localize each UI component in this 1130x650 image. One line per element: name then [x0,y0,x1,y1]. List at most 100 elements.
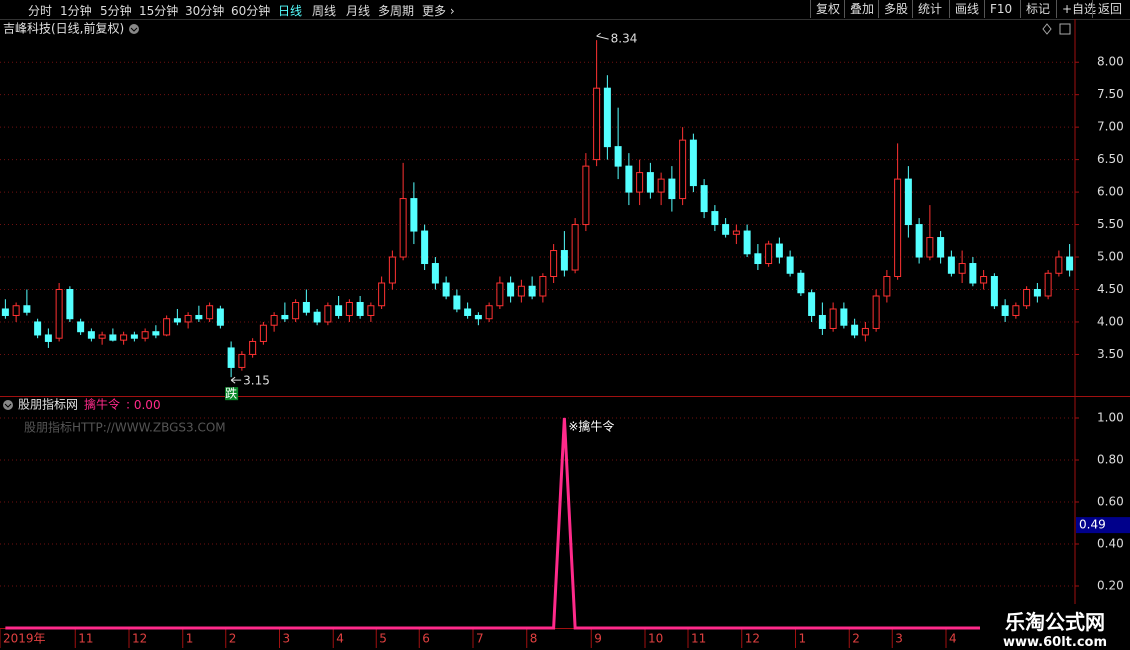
x-tick-label: 1 [799,632,807,646]
x-tick-label: 2 [852,632,860,646]
toolbar-button[interactable]: 标记 [1020,0,1055,18]
candle-body [582,165,590,226]
candle-body [120,334,128,341]
candle-body [66,288,74,320]
candle-body [270,314,278,326]
dropdown-arrow [130,27,138,32]
candle-body [23,305,31,313]
x-tick-label: 4 [949,632,957,646]
candle-body [808,292,816,316]
candle-body [829,308,837,329]
period-tab[interactable]: 更多 › [422,4,455,18]
panel-icon [1059,23,1071,35]
toolbar-button[interactable]: 复权 [810,0,845,18]
candle-body [388,256,396,284]
y-tick-label: 6.50 [1097,152,1124,166]
period-tab[interactable]: 日线 [278,4,303,18]
candle-body [861,327,869,336]
low-marker-box [225,387,239,401]
candle-body [378,282,386,307]
candle-body [474,314,482,320]
period-tab[interactable]: 周线 [312,4,337,18]
candle-body [1044,272,1052,297]
candle-body [399,198,407,258]
candle-body [851,324,859,336]
toolbar-button[interactable]: 返回 [1092,0,1127,18]
candle-body [593,87,601,161]
x-tick-label: 10 [648,632,663,646]
toolbar-button[interactable]: 统计 [912,0,947,18]
candle-body [238,353,246,368]
candle-body [464,308,472,316]
candle-body [797,272,805,294]
candle-body [281,314,289,320]
period-tab[interactable]: 15分钟 [139,4,179,18]
toolbar-button[interactable]: 叠加 [844,0,879,18]
candle-body [195,314,203,320]
candle-body [915,224,923,258]
chart-title: 吉峰科技(日线,前复权) [3,21,124,36]
y-tick-label: 5.50 [1097,217,1124,231]
dropdown-icon [3,400,13,410]
indicator-site: 股朋指标网 [18,397,78,412]
y-tick-label: 0.40 [1097,537,1124,551]
candle-body [173,318,181,323]
candle-body [1055,256,1063,274]
x-tick-label: 12 [745,632,760,646]
candle-body [743,230,751,255]
candle-body [969,263,977,284]
candle-body [367,305,375,316]
x-tick-label: 9 [594,632,602,646]
x-tick-label: 2 [229,632,237,646]
candle-body [421,230,429,265]
candle-body [442,282,450,297]
x-tick-label: 4 [336,632,344,646]
x-tick-label: 12 [132,632,147,646]
period-tab[interactable]: 月线 [346,4,371,18]
candle-body [958,263,966,274]
candle-body [603,87,611,148]
y-tick-label: 3.50 [1097,347,1124,361]
candle-body [947,256,955,274]
toolbar-button[interactable]: 多股 [878,0,913,18]
max-label: 8.34 [611,32,638,46]
candle-body [109,334,117,341]
candle-body [292,301,300,320]
candle-body [345,301,353,316]
candle-body [507,282,515,297]
candle-body [872,295,880,329]
candle-body [302,301,310,313]
candle-body [55,288,63,339]
candle-body [313,311,321,323]
x-tick-label: 8 [530,632,538,646]
candle-body [625,165,633,193]
candle-body [646,172,654,193]
period-tab[interactable]: 1分钟 [60,4,92,18]
candle-body [679,139,687,200]
candle-body [1,308,9,316]
x-tick-label: 5 [379,632,387,646]
period-tab[interactable]: 5分钟 [100,4,132,18]
candle-body [894,178,902,278]
period-tab[interactable]: 60分钟 [231,4,271,18]
candle-body [560,250,568,271]
toolbar-button[interactable]: +自选 [1056,0,1101,18]
candle-body [184,314,192,323]
candle-body [496,282,504,307]
candle-body [517,285,525,297]
candle-body [636,172,644,193]
period-tab[interactable]: 多周期 [378,4,415,18]
candle-body [206,305,214,320]
toolbar-button[interactable]: 画线 [949,0,984,18]
period-tab[interactable]: 分时 [28,4,53,18]
candle-body [937,237,945,258]
cursor-box [1076,517,1130,534]
period-tab[interactable]: 30分钟 [185,4,225,18]
candle-body [227,347,235,368]
toolbar-button[interactable]: F10 [984,0,1017,18]
candle-body [324,305,332,323]
candle-body [754,253,762,265]
candle-body [152,331,160,336]
